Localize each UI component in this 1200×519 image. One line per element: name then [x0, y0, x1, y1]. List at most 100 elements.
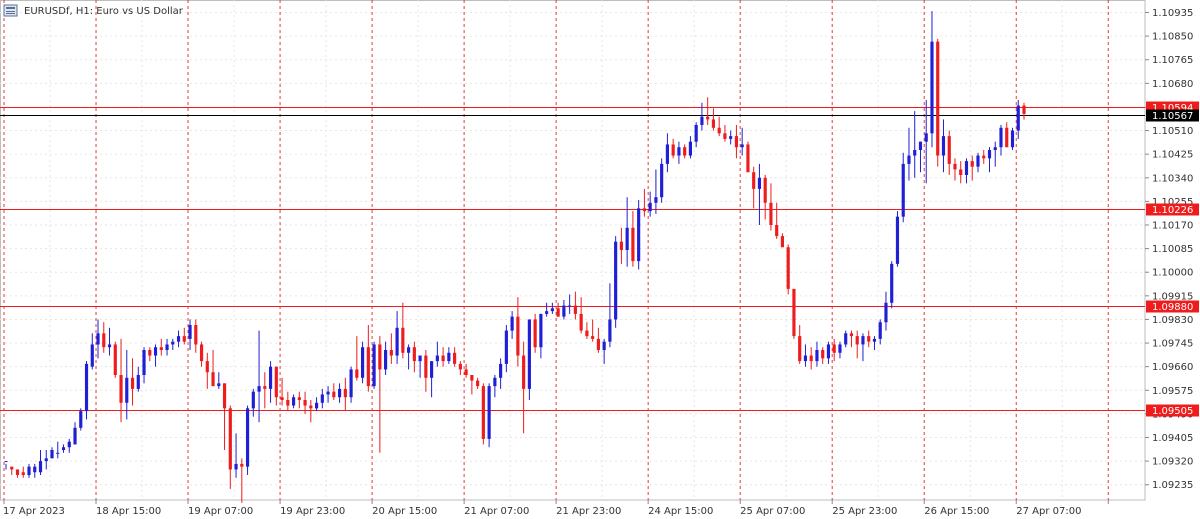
candle-body: [826, 344, 831, 359]
candle-body: [763, 177, 767, 203]
candle-body: [447, 352, 451, 362]
candle-body: [959, 169, 963, 175]
bear-candle: [752, 166, 756, 209]
bull-candle: [153, 344, 158, 367]
candle-body: [222, 383, 227, 409]
bear-candle: [102, 322, 106, 353]
price-tick-label: 1.10170: [1152, 221, 1193, 232]
bull-candle: [550, 302, 554, 314]
bear-candle: [769, 183, 773, 231]
bear-candle: [821, 347, 825, 364]
bull-candle: [895, 211, 900, 267]
candle-body: [596, 338, 600, 350]
bear-candle: [746, 141, 750, 173]
candle-body: [918, 141, 923, 150]
bear-candle: [982, 150, 986, 164]
bull-candle: [50, 447, 54, 459]
horizontal-levels: [0, 107, 1145, 411]
candle-body: [510, 316, 514, 331]
level-price-label: 1.10594: [1152, 103, 1193, 114]
bear-candle: [936, 38, 940, 167]
level-price-box: [1146, 203, 1199, 216]
bear-candle: [10, 466, 14, 475]
bull-candle: [545, 302, 549, 317]
price-tick-label: 1.09745: [1152, 339, 1193, 350]
bull-candle: [694, 122, 698, 148]
candle-body: [107, 344, 112, 348]
candle-body: [378, 344, 382, 370]
candle-body: [614, 241, 618, 320]
candles-layer: [4, 11, 1026, 503]
candle-body: [159, 347, 163, 350]
candle-body: [268, 366, 273, 389]
level-price-box: [1146, 300, 1199, 313]
bull-candle: [107, 327, 112, 356]
bear-candle: [717, 116, 721, 137]
candle-body: [142, 350, 146, 375]
bull-candle: [964, 158, 969, 184]
chart-window-icon[interactable]: [3, 4, 18, 17]
candle-body: [263, 386, 267, 389]
bull-candle: [4, 461, 8, 470]
price-tick-label: 1.10085: [1152, 244, 1193, 255]
bull-candle: [268, 361, 273, 403]
bull-candle: [729, 130, 733, 145]
time-tick-label: 19 Apr 07:00: [188, 506, 253, 517]
candle-body: [786, 247, 790, 289]
bull-candle: [1010, 127, 1015, 150]
bull-candle: [217, 372, 221, 389]
bear-candle: [723, 125, 727, 142]
bull-candle: [125, 350, 129, 420]
time-tick-label: 25 Apr 07:00: [740, 506, 805, 517]
candle-body: [481, 386, 485, 439]
bear-candle: [378, 336, 382, 453]
bear-candle: [792, 288, 796, 339]
level-price-box: [1146, 404, 1199, 417]
bear-candle: [211, 350, 215, 387]
bull-candle: [435, 341, 439, 367]
candle-body: [217, 383, 221, 387]
bear-candle: [516, 297, 520, 367]
candle-body: [38, 461, 43, 473]
candle-body: [27, 466, 31, 475]
candle-body: [424, 355, 428, 378]
candle-body: [803, 355, 808, 362]
time-tick-label: 17 Apr 2023: [3, 506, 65, 517]
candle-body: [355, 369, 359, 378]
price-tick-label: 1.10765: [1152, 55, 1193, 66]
candle-body: [579, 313, 583, 331]
time-tick-label: 25 Apr 23:00: [832, 506, 897, 517]
candle-body: [861, 336, 865, 345]
candle-body: [303, 400, 307, 406]
candle-body: [493, 377, 497, 387]
candle-body: [913, 150, 917, 156]
candle-body: [113, 344, 117, 375]
price-axis: 1.109351.108501.107651.106801.105941.105…: [1145, 8, 1199, 491]
bear-candle: [343, 377, 347, 412]
candle-body: [890, 263, 894, 303]
bear-candle: [579, 297, 583, 334]
bull-candle: [384, 341, 388, 375]
candle-body: [907, 155, 911, 164]
bull-candle: [142, 347, 146, 384]
candle-body: [15, 469, 20, 475]
candle-body: [240, 463, 244, 467]
candle-body: [234, 463, 238, 470]
candle-body: [631, 227, 635, 262]
candle-body: [849, 333, 854, 337]
candle-body: [970, 161, 974, 167]
bear-candle: [453, 347, 457, 367]
bear-candle: [734, 125, 739, 159]
bull-candle: [993, 141, 997, 167]
candle-body: [205, 361, 209, 373]
bear-candle: [130, 358, 135, 406]
bull-candle: [73, 422, 77, 445]
bear-candle: [780, 233, 785, 248]
candle-body: [153, 347, 158, 356]
candle-body: [844, 333, 848, 345]
bull-candle: [171, 338, 175, 350]
bull-candle: [987, 147, 992, 173]
candle-body: [608, 319, 612, 342]
